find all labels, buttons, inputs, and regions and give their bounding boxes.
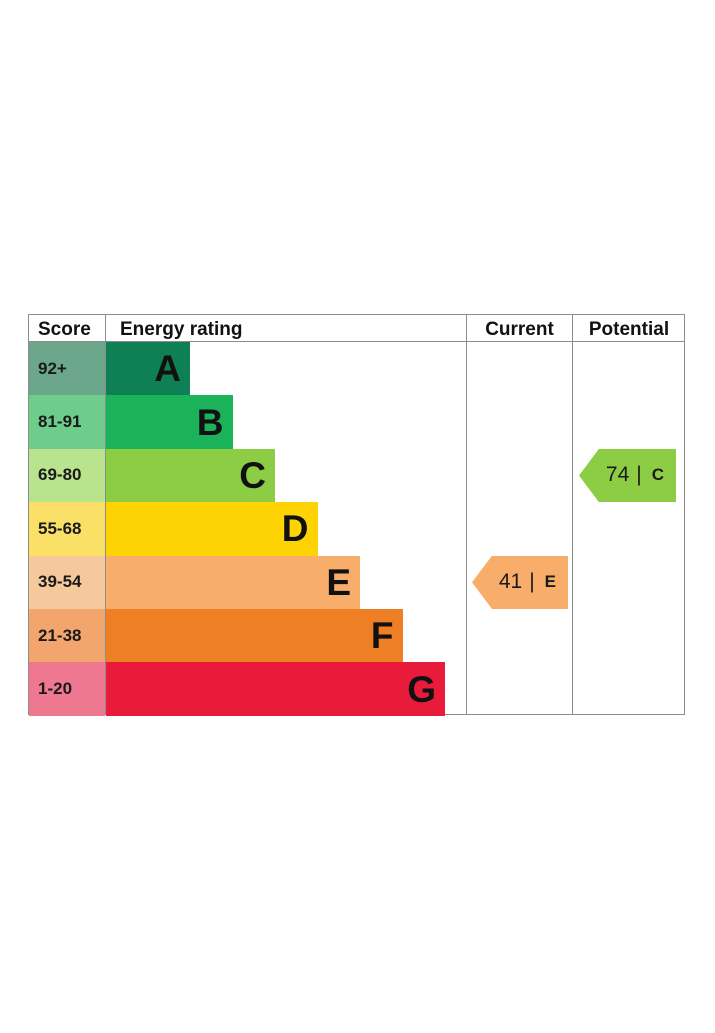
current-rating-value: 41 bbox=[498, 570, 523, 594]
potential-rating-separator: | bbox=[636, 463, 642, 487]
energy-rating-header: Energy rating bbox=[120, 319, 243, 340]
band-letter-d: D bbox=[281, 508, 309, 550]
score-range-e: 39-54 bbox=[29, 555, 105, 609]
band-letter-b: B bbox=[196, 401, 224, 443]
current-rating-arrow: 41 | E bbox=[472, 555, 568, 609]
score-range-a: 92+ bbox=[29, 342, 105, 396]
current-rating-separator: | bbox=[529, 570, 535, 594]
score-range-c: 69-80 bbox=[29, 448, 105, 503]
score-header: Score bbox=[38, 319, 91, 340]
band-letter-e: E bbox=[326, 561, 351, 603]
band-g: G bbox=[106, 662, 445, 716]
potential-rating-letter: C bbox=[651, 465, 664, 485]
band-letter-c: C bbox=[239, 454, 266, 496]
current-rating-letter: E bbox=[544, 572, 556, 592]
potential-rating-arrow: 74 | C bbox=[579, 448, 676, 503]
band-f: F bbox=[106, 609, 403, 663]
score-range-g: 1-20 bbox=[29, 662, 105, 716]
band-c: C bbox=[106, 448, 275, 503]
potential-rating-value: 74 bbox=[605, 463, 630, 487]
band-e: E bbox=[106, 555, 360, 609]
divider bbox=[466, 315, 467, 714]
score-range-f: 21-38 bbox=[29, 609, 105, 663]
divider bbox=[29, 341, 684, 342]
current-header: Current bbox=[485, 319, 554, 340]
score-range-b: 81-91 bbox=[29, 395, 105, 449]
score-range-d: 55-68 bbox=[29, 502, 105, 556]
epc-chart: Score Energy rating Current Potential 92… bbox=[28, 314, 685, 716]
band-a: A bbox=[106, 342, 190, 396]
divider bbox=[572, 315, 573, 714]
band-letter-g: G bbox=[407, 668, 436, 710]
band-d: D bbox=[106, 502, 318, 556]
band-letter-f: F bbox=[370, 615, 394, 657]
band-letter-a: A bbox=[154, 348, 181, 390]
band-b: B bbox=[106, 395, 233, 449]
potential-header: Potential bbox=[588, 319, 670, 340]
divider bbox=[105, 315, 106, 714]
